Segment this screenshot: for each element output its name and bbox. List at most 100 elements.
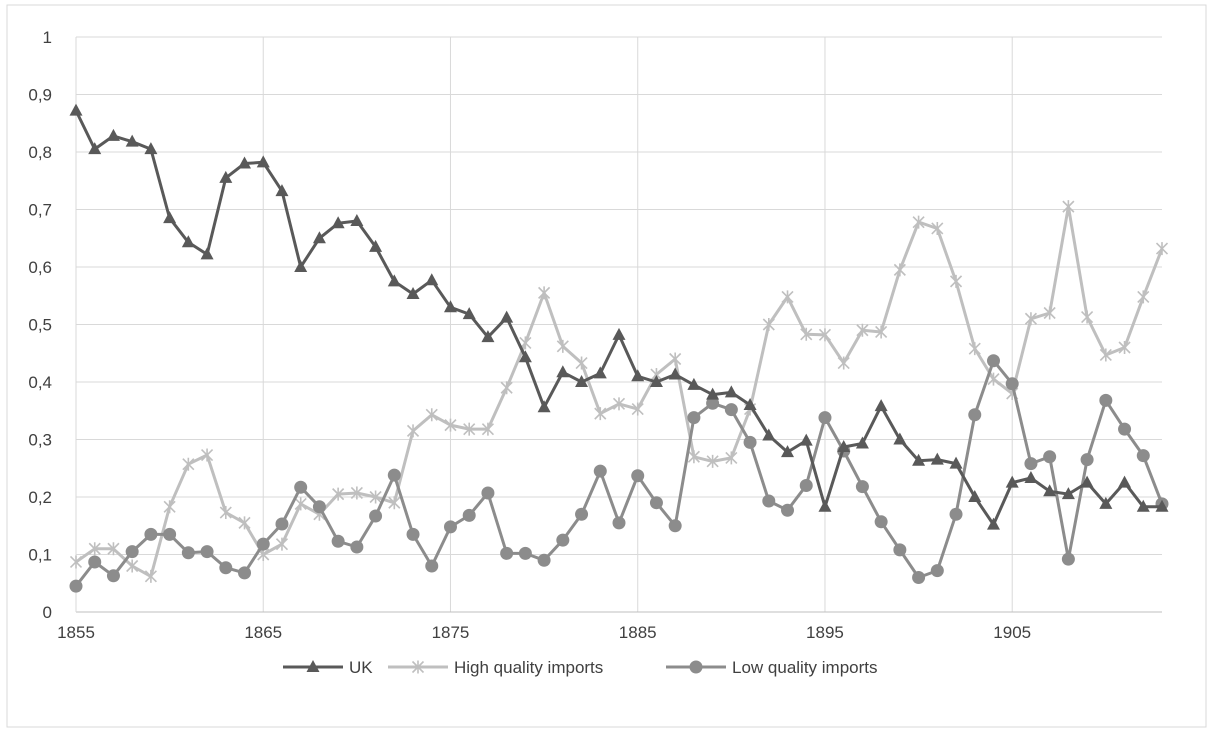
data-point xyxy=(687,377,701,390)
data-point xyxy=(69,555,83,569)
data-point xyxy=(930,452,944,465)
data-point xyxy=(312,500,326,514)
series-layer xyxy=(69,103,1169,593)
data-point xyxy=(69,103,83,116)
data-point xyxy=(163,211,177,224)
data-point xyxy=(387,274,401,287)
data-point xyxy=(837,439,851,452)
data-point xyxy=(874,399,888,412)
data-point xyxy=(1099,348,1112,362)
data-point xyxy=(593,464,607,478)
data-point xyxy=(556,339,569,353)
data-point xyxy=(500,546,514,560)
legend: UK High quality imports Low quality import… xyxy=(283,658,878,677)
data-point xyxy=(481,422,494,436)
data-point xyxy=(443,300,457,313)
data-point xyxy=(706,387,720,400)
data-point xyxy=(818,499,832,512)
data-point xyxy=(406,527,420,541)
data-point xyxy=(912,571,926,584)
y-tick-label: 0,9 xyxy=(28,86,52,105)
data-point xyxy=(256,537,270,551)
data-point xyxy=(201,448,214,462)
data-point xyxy=(594,407,607,421)
data-point xyxy=(818,328,832,342)
data-point xyxy=(855,436,869,449)
data-point xyxy=(837,356,850,370)
legend-item: UK xyxy=(283,658,373,677)
data-point xyxy=(425,273,439,286)
data-point xyxy=(1061,552,1075,566)
data-point xyxy=(612,327,626,340)
data-point xyxy=(219,561,233,575)
y-tick-label: 0,2 xyxy=(28,488,52,507)
data-point xyxy=(912,215,925,229)
y-tick-label: 0,3 xyxy=(28,431,52,450)
data-point xyxy=(930,564,944,578)
series-uk xyxy=(69,103,1169,530)
data-point xyxy=(219,506,232,520)
data-point xyxy=(369,509,383,523)
data-point xyxy=(332,487,345,501)
legend-label: UK xyxy=(349,658,373,677)
data-point xyxy=(1137,290,1150,304)
data-point xyxy=(781,445,795,458)
data-point xyxy=(875,325,888,339)
data-point xyxy=(144,569,157,583)
data-point xyxy=(106,569,120,583)
data-point xyxy=(874,515,888,529)
grid xyxy=(76,36,1162,612)
data-point xyxy=(1118,341,1131,354)
data-point xyxy=(425,559,439,573)
data-point xyxy=(1136,449,1150,463)
data-point xyxy=(163,527,177,541)
data-point xyxy=(275,184,289,197)
data-point xyxy=(369,490,382,504)
data-point xyxy=(781,503,795,517)
legend-marker xyxy=(306,660,320,672)
x-tick-label: 1905 xyxy=(993,623,1031,642)
y-tick-label: 0,4 xyxy=(28,373,52,392)
data-point xyxy=(855,480,869,494)
data-point xyxy=(706,396,720,410)
data-point xyxy=(331,534,345,548)
data-point xyxy=(912,453,926,466)
data-point xyxy=(294,480,308,494)
x-tick-label: 1885 xyxy=(619,623,657,642)
data-point xyxy=(893,263,906,277)
data-point xyxy=(1024,471,1038,484)
data-point xyxy=(743,435,757,449)
data-point xyxy=(575,375,589,387)
data-point xyxy=(181,235,195,248)
data-point xyxy=(593,366,607,379)
data-point xyxy=(406,287,420,300)
y-tick-label: 0,8 xyxy=(28,143,52,162)
data-point xyxy=(706,454,719,468)
axes: 0 0,1 0,2 0,3 0,4 0,5 0,6 0,7 0,8 0,9 1 1855 1865 187… xyxy=(28,28,1162,642)
data-point xyxy=(893,432,907,445)
data-point xyxy=(181,546,195,560)
data-point xyxy=(893,543,907,557)
y-tick-label: 0,1 xyxy=(28,546,52,565)
data-point xyxy=(556,533,570,547)
data-point xyxy=(163,500,176,514)
data-point xyxy=(968,490,982,502)
data-point xyxy=(725,451,738,465)
data-point xyxy=(631,402,644,416)
data-point xyxy=(256,155,270,168)
data-point xyxy=(144,527,158,541)
legend-label: Low quality imports xyxy=(732,658,878,677)
data-point xyxy=(743,398,757,410)
data-point xyxy=(200,545,214,559)
data-point xyxy=(1080,453,1094,467)
data-point xyxy=(107,542,120,556)
data-point xyxy=(968,342,981,356)
data-point xyxy=(631,469,645,483)
data-point xyxy=(388,496,401,510)
x-tick-label: 1855 xyxy=(57,623,95,642)
data-point xyxy=(88,142,102,155)
legend-item: High quality imports xyxy=(388,658,603,677)
data-point xyxy=(312,231,326,244)
data-point xyxy=(275,517,289,531)
